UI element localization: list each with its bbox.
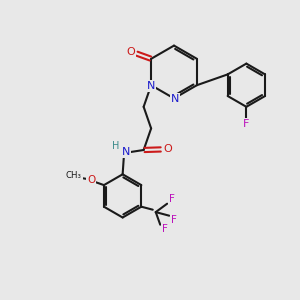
- Text: N: N: [122, 147, 130, 157]
- Text: N: N: [171, 94, 179, 104]
- Text: O: O: [164, 144, 172, 154]
- Text: F: F: [243, 118, 250, 129]
- Text: H: H: [112, 141, 119, 151]
- Text: N: N: [147, 81, 155, 91]
- Text: O: O: [126, 46, 135, 57]
- Text: O: O: [87, 175, 95, 185]
- Text: F: F: [171, 215, 177, 225]
- Text: F: F: [169, 194, 175, 204]
- Text: F: F: [162, 224, 168, 234]
- Text: CH₃: CH₃: [66, 171, 82, 180]
